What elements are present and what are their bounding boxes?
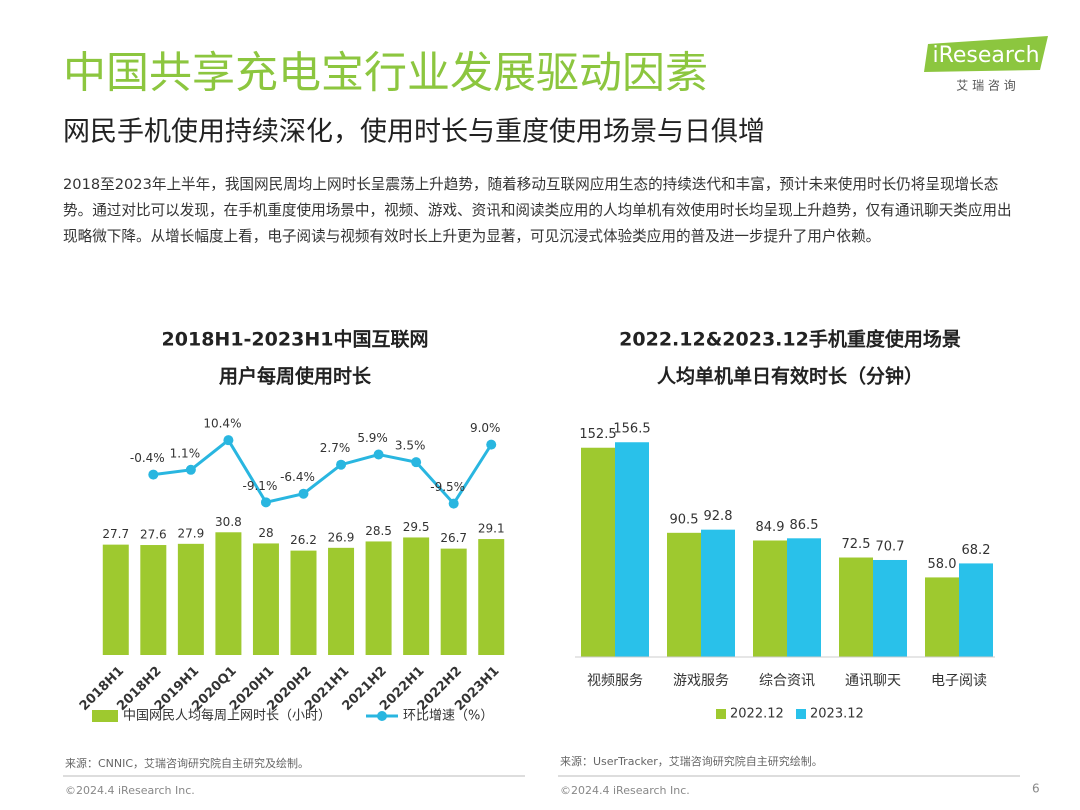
line-label: -6.4% <box>280 470 315 484</box>
bar-label: 58.0 <box>928 557 957 572</box>
bar <box>252 543 279 655</box>
page-number: 6 <box>1032 782 1040 796</box>
legend-swatch <box>377 711 387 721</box>
bar <box>787 538 821 657</box>
chart-title: 用户每周使用时长 <box>219 365 372 388</box>
bar <box>667 532 701 657</box>
chart-title: 2022.12&2023.12手机重度使用场景 <box>619 328 961 351</box>
bar-label: 152.5 <box>579 427 616 442</box>
bar <box>177 543 204 655</box>
bar <box>753 540 787 657</box>
legend-swatch <box>716 709 726 719</box>
x-tick-label: 游戏服务 <box>673 673 729 689</box>
line-label: -9.5% <box>430 480 465 494</box>
bar-label: 72.5 <box>842 537 871 552</box>
bar-label: 86.5 <box>790 518 819 533</box>
logo: iResearch <box>932 43 1039 68</box>
legend-label: 2023.12 <box>810 707 864 722</box>
x-tick-label: 通讯聊天 <box>845 673 901 689</box>
bar <box>839 557 873 657</box>
x-tick-label: 视频服务 <box>587 673 643 689</box>
bar <box>581 447 615 657</box>
line-point <box>223 435 234 446</box>
summary: 2018至2023年上半年，我国网民周均上网时长呈震荡上升趋势，随着移动互联网应… <box>63 176 1012 245</box>
slide-subtitle: 网民手机使用持续深化，使用时长与重度使用场景与日俱增 <box>63 117 765 148</box>
line-point <box>486 439 497 450</box>
bar-label: 28.5 <box>365 524 392 538</box>
bar <box>478 539 505 655</box>
x-tick-label: 电子阅读 <box>931 672 987 689</box>
line-label: 3.5% <box>395 439 426 453</box>
copyright: ©2024.4 iResearch Inc. <box>65 784 195 797</box>
bar <box>440 548 467 655</box>
line-label: -9.1% <box>243 479 278 493</box>
bar <box>701 529 735 657</box>
line-point <box>148 469 159 480</box>
line-label: 9.0% <box>470 421 501 435</box>
line <box>153 437 493 507</box>
bar <box>925 577 959 657</box>
line-label: 10.4% <box>203 417 241 431</box>
legend-label: 中国网民人均每周上网时长（小时） <box>123 708 331 724</box>
bar-label: 84.9 <box>756 520 785 535</box>
bar <box>328 547 355 655</box>
bar <box>615 442 649 657</box>
slide-title: 中国共享充电宝行业发展驱动因素 <box>63 49 708 99</box>
legend-swatch <box>796 709 806 719</box>
chart-title: 2018H1-2023H1中国互联网 <box>162 328 429 351</box>
bar <box>873 559 907 657</box>
line-label: -0.4% <box>130 451 165 465</box>
line-point <box>411 457 422 468</box>
source: 来源：CNNIC，艾瑞咨询研究院自主研究及绘制。 <box>65 756 309 770</box>
bar-label: 26.9 <box>328 530 355 544</box>
line-point <box>373 449 384 460</box>
bar <box>140 545 167 655</box>
line-point <box>260 497 271 508</box>
bar-label: 26.7 <box>440 531 467 545</box>
bar-label: 70.7 <box>876 539 905 554</box>
bar-label: 30.8 <box>215 515 242 529</box>
line-point <box>448 498 459 509</box>
logo-cn: 艾 瑞 咨 询 <box>956 78 1015 93</box>
bar-label: 28 <box>258 526 273 540</box>
bar-label: 27.6 <box>140 528 167 542</box>
source: 来源：UserTracker，艾瑞咨询研究院自主研究绘制。 <box>560 754 823 768</box>
chart-title: 人均单机单日有效时长（分钟） <box>657 365 923 388</box>
line-point <box>336 459 347 470</box>
bar-label: 27.7 <box>102 527 129 541</box>
bar <box>290 550 317 655</box>
bar-label: 90.5 <box>670 512 699 527</box>
legend-swatch <box>92 710 118 722</box>
bar <box>403 537 430 655</box>
bar <box>365 541 392 655</box>
line-label: 5.9% <box>357 431 388 445</box>
line-point <box>185 464 196 475</box>
line-point <box>298 488 309 499</box>
bar-label: 92.8 <box>704 509 733 524</box>
line-label: 2.7% <box>320 441 351 455</box>
bar <box>102 544 129 655</box>
copyright: ©2024.4 iResearch Inc. <box>560 784 690 797</box>
bar <box>215 532 242 655</box>
x-tick-label: 综合资讯 <box>759 673 815 689</box>
bar-label: 26.2 <box>290 533 317 547</box>
bar <box>959 563 993 657</box>
bar-label: 27.9 <box>178 526 205 540</box>
bar-label: 156.5 <box>613 422 650 437</box>
bar-label: 29.5 <box>403 520 430 534</box>
legend-label: 环比增速（%） <box>403 709 493 724</box>
legend-label: 2022.12 <box>730 707 784 722</box>
bar-label: 29.1 <box>478 522 505 536</box>
line-label: 1.1% <box>170 446 201 460</box>
bar-label: 68.2 <box>962 543 991 558</box>
logo-bg <box>924 36 1048 72</box>
